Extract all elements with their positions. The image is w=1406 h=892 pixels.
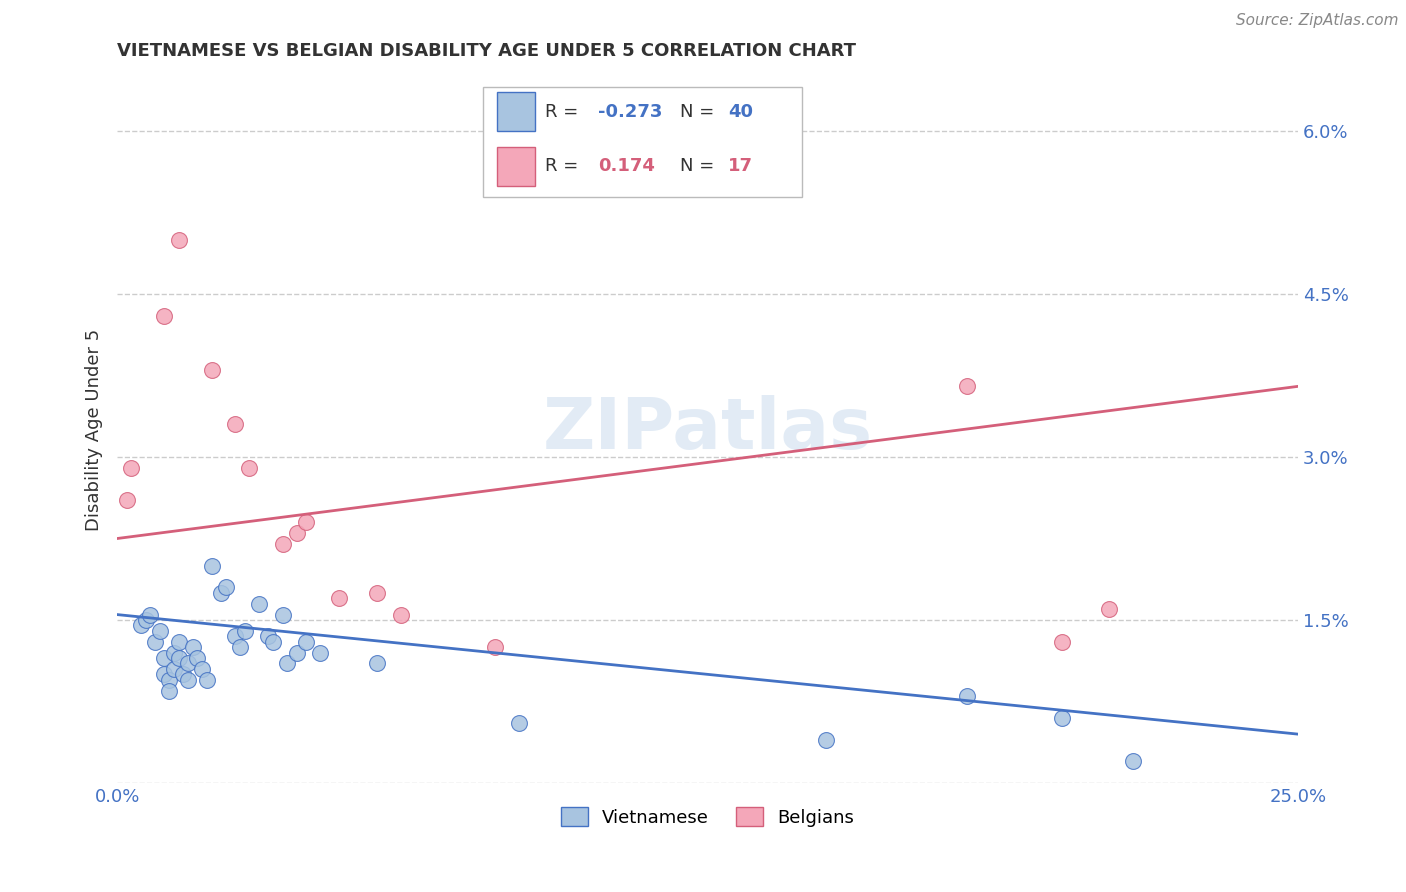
Point	[285, 526, 308, 541]
Point	[1050, 711, 1073, 725]
Point	[484, 640, 506, 655]
FancyBboxPatch shape	[498, 147, 536, 186]
Point	[295, 634, 318, 648]
Point	[271, 607, 294, 622]
Point	[271, 537, 294, 551]
Point	[139, 607, 162, 622]
Point	[366, 586, 388, 600]
Text: ZIPatlas: ZIPatlas	[543, 395, 873, 465]
Text: 0.174: 0.174	[598, 157, 655, 176]
Point	[247, 597, 270, 611]
Point	[257, 629, 280, 643]
Point	[201, 363, 224, 377]
Text: N =: N =	[681, 157, 720, 176]
Legend: Vietnamese, Belgians: Vietnamese, Belgians	[554, 800, 862, 834]
Point	[149, 624, 172, 638]
Text: R =: R =	[544, 103, 583, 120]
Point	[163, 662, 186, 676]
FancyBboxPatch shape	[484, 87, 801, 197]
Point	[167, 651, 190, 665]
Text: 17: 17	[728, 157, 752, 176]
Point	[157, 683, 180, 698]
Point	[177, 673, 200, 687]
FancyBboxPatch shape	[498, 92, 536, 131]
Point	[814, 732, 837, 747]
Point	[215, 581, 238, 595]
Point	[956, 689, 979, 703]
Y-axis label: Disability Age Under 5: Disability Age Under 5	[86, 328, 103, 531]
Point	[229, 640, 252, 655]
Point	[129, 618, 152, 632]
Text: R =: R =	[544, 157, 583, 176]
Point	[328, 591, 350, 606]
Text: -0.273: -0.273	[598, 103, 662, 120]
Point	[153, 651, 176, 665]
Point	[238, 461, 260, 475]
Point	[177, 657, 200, 671]
Point	[201, 558, 224, 573]
Point	[167, 634, 190, 648]
Point	[153, 667, 176, 681]
Point	[295, 515, 318, 529]
Point	[135, 613, 157, 627]
Point	[143, 634, 166, 648]
Point	[366, 657, 388, 671]
Point	[115, 493, 138, 508]
Point	[389, 607, 412, 622]
Point	[233, 624, 256, 638]
Point	[120, 461, 142, 475]
Text: 40: 40	[728, 103, 752, 120]
Point	[163, 646, 186, 660]
Text: N =: N =	[681, 103, 720, 120]
Point	[167, 233, 190, 247]
Point	[956, 379, 979, 393]
Text: Source: ZipAtlas.com: Source: ZipAtlas.com	[1236, 13, 1399, 29]
Point	[309, 646, 332, 660]
Point	[262, 634, 284, 648]
Point	[172, 667, 194, 681]
Point	[224, 629, 246, 643]
Point	[157, 673, 180, 687]
Point	[508, 716, 530, 731]
Point	[1050, 634, 1073, 648]
Point	[153, 309, 176, 323]
Point	[1122, 754, 1144, 768]
Text: VIETNAMESE VS BELGIAN DISABILITY AGE UNDER 5 CORRELATION CHART: VIETNAMESE VS BELGIAN DISABILITY AGE UND…	[117, 42, 856, 60]
Point	[181, 640, 204, 655]
Point	[186, 651, 208, 665]
Point	[224, 417, 246, 432]
Point	[285, 646, 308, 660]
Point	[191, 662, 214, 676]
Point	[276, 657, 298, 671]
Point	[1098, 602, 1121, 616]
Point	[195, 673, 218, 687]
Point	[209, 586, 232, 600]
